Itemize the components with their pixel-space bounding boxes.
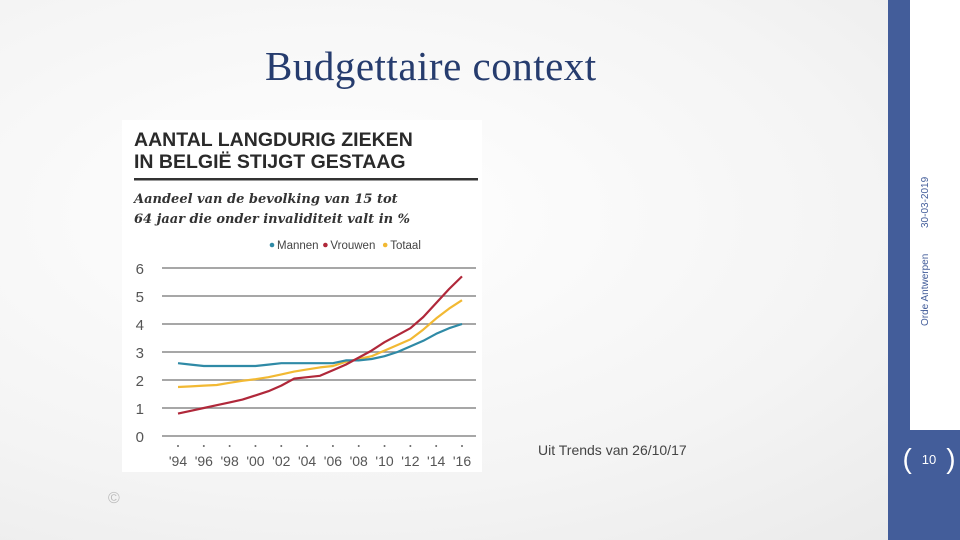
legend-label: Totaal xyxy=(390,240,421,252)
footer-organization: Orde Antwerpen xyxy=(920,253,931,326)
x-tick-mark xyxy=(409,445,412,447)
x-tick-mark xyxy=(306,445,309,447)
chart-series xyxy=(177,275,463,415)
chart-svg: AANTAL LANGDURIG ZIEKEN IN BELGIË STIJGT… xyxy=(132,129,478,469)
page-number-box: ( 10 ) xyxy=(902,442,956,476)
x-tick-label: '12 xyxy=(401,453,419,469)
y-tick-label: 1 xyxy=(136,401,144,418)
bracket-right-icon: ) xyxy=(946,443,956,474)
x-tick-label: '08 xyxy=(350,453,368,469)
chart-title-line-2: IN BELGIË STIJGT GESTAAG xyxy=(134,150,406,173)
x-tick-label: '96 xyxy=(195,453,213,469)
chart-subtitle-line-1: Aandeel van de bevolking van 15 tot xyxy=(132,192,398,207)
x-tick-mark xyxy=(383,445,386,447)
footer-date: 30-03-2019 xyxy=(920,176,931,228)
x-tick-label: '06 xyxy=(324,453,342,469)
x-axis-ticks: '94 '96 '98 '00 '02 '04 '06 '08 '10 '12 '14 '16 xyxy=(169,445,471,469)
x-tick-label: '94 xyxy=(169,453,187,469)
x-tick-label: '14 xyxy=(427,453,445,469)
series-line-mannen xyxy=(177,322,463,368)
title-rule xyxy=(134,178,478,181)
y-tick-label: 4 xyxy=(136,317,144,334)
x-tick-mark xyxy=(228,445,231,447)
chart-title-line-1: AANTAL LANGDURIG ZIEKEN xyxy=(134,129,413,151)
legend-label: Mannen xyxy=(277,240,319,252)
x-tick-mark xyxy=(461,445,463,447)
series-line-vrouwen xyxy=(177,275,463,415)
y-tick-label: 2 xyxy=(136,373,144,390)
x-tick-label: '16 xyxy=(453,453,471,469)
legend-marker xyxy=(382,242,388,248)
x-tick-mark xyxy=(435,445,438,447)
chart-grid xyxy=(162,267,476,437)
legend-label: Vrouwen xyxy=(330,240,375,252)
y-axis-ticks: 0 1 2 3 4 5 6 xyxy=(136,261,144,446)
x-tick-mark xyxy=(331,445,334,447)
y-tick-label: 0 xyxy=(136,429,144,446)
chart-figure: AANTAL LANGDURIG ZIEKEN IN BELGIË STIJGT… xyxy=(122,120,482,472)
x-tick-mark xyxy=(202,445,205,447)
legend-marker xyxy=(269,242,275,248)
series-line-totaal xyxy=(177,299,463,389)
legend-marker xyxy=(323,242,328,248)
page-number: 10 xyxy=(921,451,937,467)
chart-legend: Mannen Vrouwen Totaal xyxy=(269,240,421,252)
x-tick-mark xyxy=(254,445,257,447)
slide-title: Budgettaire context xyxy=(265,43,597,89)
x-tick-label: '98 xyxy=(221,453,239,469)
x-tick-label: '02 xyxy=(272,453,290,469)
slide-caption: Uit Trends van 26/10/17 xyxy=(538,442,687,458)
y-tick-label: 3 xyxy=(136,345,144,362)
side-white-strip xyxy=(910,0,960,430)
y-tick-label: 6 xyxy=(136,261,144,278)
y-tick-label: 5 xyxy=(136,289,144,306)
x-tick-mark xyxy=(280,445,283,447)
x-tick-mark xyxy=(357,445,360,447)
copyright-mark: © xyxy=(108,490,120,507)
x-tick-mark xyxy=(177,445,179,447)
x-tick-label: '00 xyxy=(246,453,264,469)
x-tick-label: '10 xyxy=(375,453,393,469)
chart-subtitle-line-2: 64 jaar die onder invaliditeit valt in % xyxy=(134,212,410,227)
bracket-left-icon: ( xyxy=(902,443,912,474)
x-tick-label: '04 xyxy=(298,453,316,469)
